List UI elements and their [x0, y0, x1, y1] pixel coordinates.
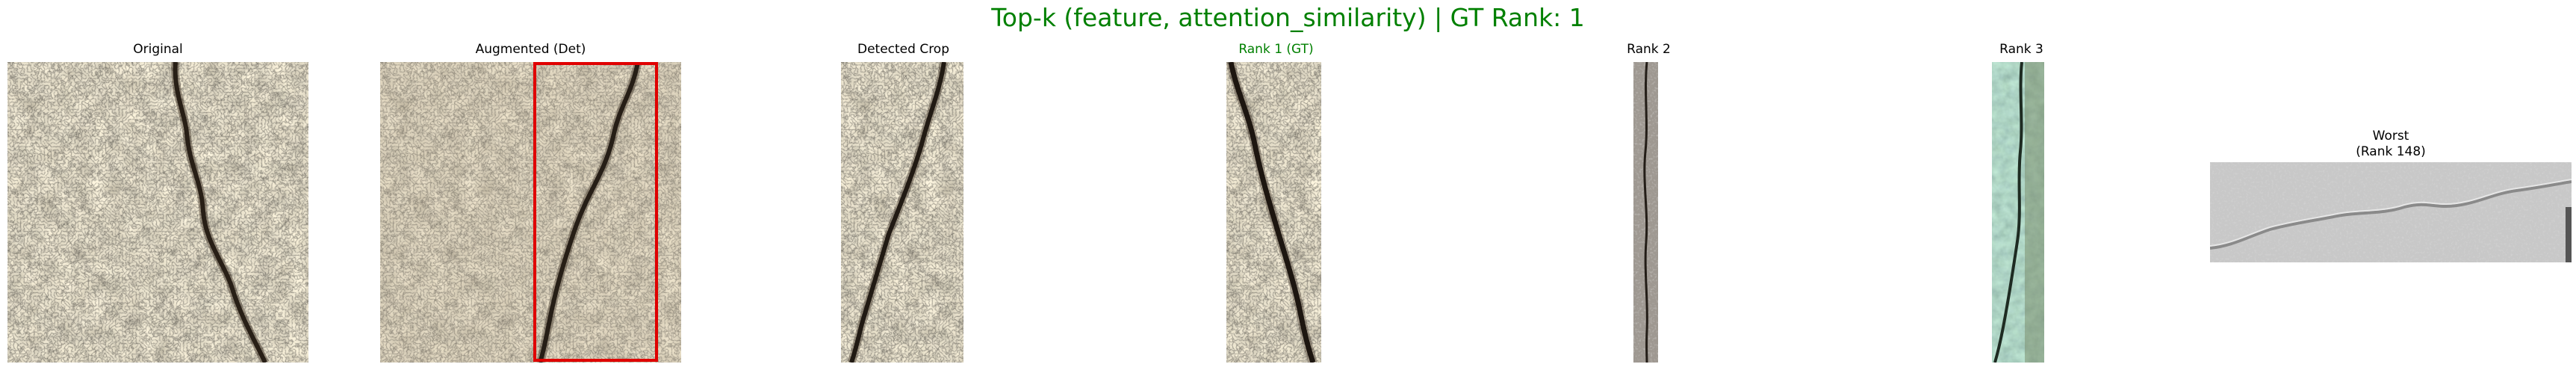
detected-crop-image	[841, 62, 963, 363]
panel-title-rank-2: Rank 2	[1627, 42, 1671, 57]
panel-title-worst: Worst (Rank 148)	[2356, 129, 2426, 159]
rank-3-image	[1992, 62, 2044, 363]
panel-title-augmented: Augmented (Det)	[475, 42, 586, 57]
rank-2-image	[1633, 62, 1658, 363]
original-image	[7, 62, 308, 363]
augmented-image	[380, 62, 681, 363]
panel-title-original: Original	[133, 42, 183, 57]
panel-title-rank-1: Rank 1 (GT)	[1238, 42, 1314, 57]
detection-box	[533, 62, 658, 362]
worst-image	[2210, 162, 2572, 262]
panel-title-rank-3: Rank 3	[1999, 42, 2043, 57]
panel-title-detected-crop: Detected Crop	[857, 42, 950, 57]
rank-1-image	[1226, 62, 1321, 363]
figure-title: Top-k (feature, attention_similarity) | …	[991, 3, 1585, 32]
